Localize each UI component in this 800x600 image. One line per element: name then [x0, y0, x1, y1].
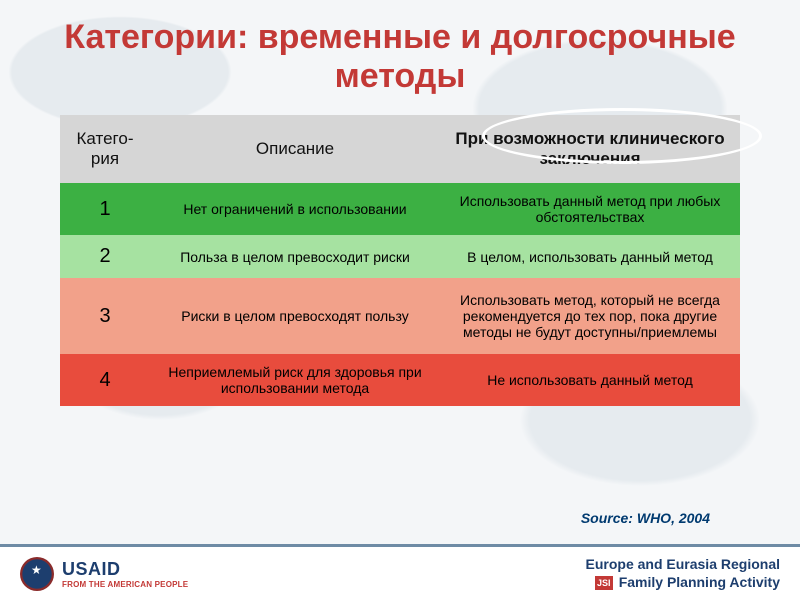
category-table: Катего- рия Описание При возможности кли…	[60, 115, 740, 406]
cell-category: 2	[60, 235, 150, 278]
table-row: 2 Польза в целом превосходит риски В цел…	[60, 235, 740, 278]
source-citation: Source: WHO, 2004	[581, 510, 710, 526]
table-row: 4 Неприемлемый риск для здоровья при исп…	[60, 354, 740, 406]
cell-category: 3	[60, 278, 150, 354]
col-header-guidance: При возможности клинического заключения	[440, 115, 740, 183]
footer-right-text: Europe and Eurasia Regional JSI Family P…	[586, 556, 781, 591]
cell-guidance: Использовать метод, который не всегда ре…	[440, 278, 740, 354]
table-row: 3 Риски в целом превосходят пользу Испол…	[60, 278, 740, 354]
table-row: 1 Нет ограничений в использовании Исполь…	[60, 183, 740, 235]
cell-category: 1	[60, 183, 150, 235]
col-header-category: Катего- рия	[60, 115, 150, 183]
footer-right-line1: Europe and Eurasia Regional	[586, 556, 781, 573]
cell-guidance: Использовать данный метод при любых обст…	[440, 183, 740, 235]
cell-description: Риски в целом превосходят пользу	[150, 278, 440, 354]
slide: Категории: временные и долгосрочные мето…	[0, 0, 800, 600]
slide-title: Категории: временные и долгосрочные мето…	[0, 0, 800, 104]
cell-category: 4	[60, 354, 150, 406]
usaid-text: USAID FROM THE AMERICAN PEOPLE	[62, 559, 188, 589]
usaid-name: USAID	[62, 559, 188, 580]
cell-description: Нет ограничений в использовании	[150, 183, 440, 235]
cell-description: Польза в целом превосходит риски	[150, 235, 440, 278]
usaid-seal-icon	[20, 557, 54, 591]
footer-right-line2: Family Planning Activity	[619, 574, 780, 591]
footer-left-logo: USAID FROM THE AMERICAN PEOPLE	[20, 557, 188, 591]
table-header-row: Катего- рия Описание При возможности кли…	[60, 115, 740, 183]
jsi-badge-icon: JSI	[595, 576, 613, 590]
cell-guidance: В целом, использовать данный метод	[440, 235, 740, 278]
cell-guidance: Не использовать данный метод	[440, 354, 740, 406]
cell-description: Неприемлемый риск для здоровья при испол…	[150, 354, 440, 406]
col-header-description: Описание	[150, 115, 440, 183]
usaid-tagline: FROM THE AMERICAN PEOPLE	[62, 580, 188, 589]
footer-bar: USAID FROM THE AMERICAN PEOPLE Europe an…	[0, 544, 800, 600]
